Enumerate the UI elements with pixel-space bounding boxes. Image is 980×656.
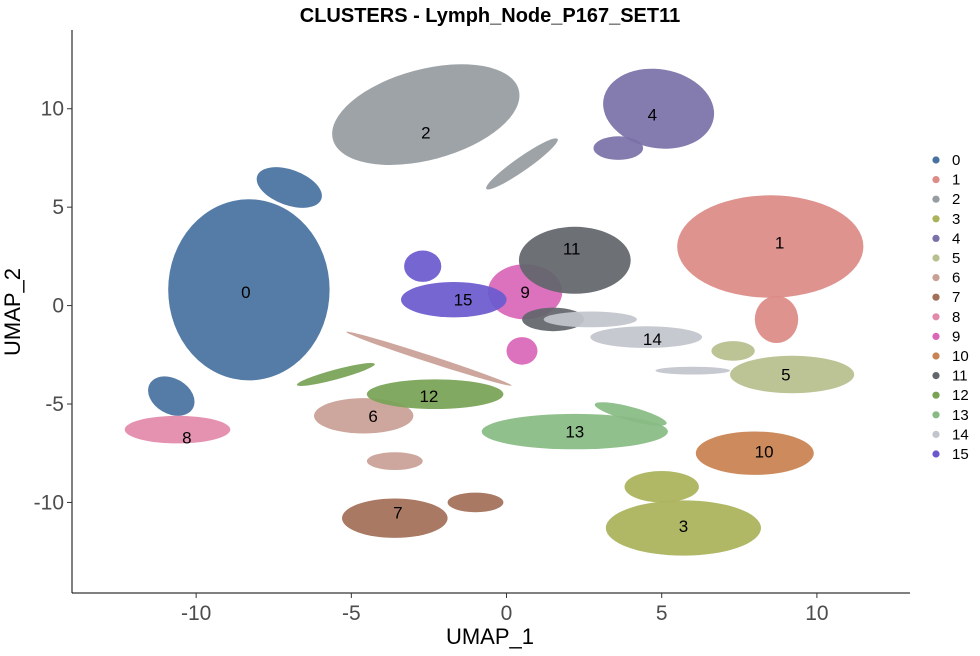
cluster-14-point-cloud-2 bbox=[655, 366, 730, 375]
cluster-2-point-cloud bbox=[332, 64, 520, 165]
x-ticks: -10 -5 0 5 10 bbox=[181, 593, 829, 625]
legend-key-1 bbox=[932, 176, 940, 184]
cluster-14-point-cloud bbox=[590, 326, 703, 348]
legend-label-2: 2 bbox=[952, 191, 960, 208]
legend-key-5 bbox=[932, 254, 940, 262]
cluster-7-point-cloud-1 bbox=[447, 492, 504, 513]
y-tick-label: 0 bbox=[52, 295, 64, 318]
cluster-12-point-cloud bbox=[366, 379, 504, 410]
legend-label-13: 13 bbox=[952, 407, 969, 424]
cluster-0-point-cloud bbox=[168, 199, 330, 381]
cluster-label-12: 12 bbox=[419, 387, 438, 406]
cluster-label-9: 9 bbox=[520, 283, 529, 302]
cluster-10-point-cloud bbox=[695, 431, 814, 475]
cluster-4-point-cloud bbox=[603, 68, 715, 149]
cluster-0-point-cloud-1 bbox=[256, 167, 322, 208]
legend-label-0: 0 bbox=[952, 152, 960, 169]
x-axis-label: UMAP_1 bbox=[446, 624, 534, 649]
legend-label-12: 12 bbox=[952, 387, 969, 404]
cluster-13-point-cloud-1 bbox=[594, 402, 667, 426]
legend-key-15 bbox=[932, 450, 940, 458]
legend-key-8 bbox=[932, 313, 940, 321]
legend-key-12 bbox=[932, 391, 940, 399]
cluster-label-3: 3 bbox=[679, 517, 688, 536]
x-tick-label: -10 bbox=[181, 602, 211, 625]
x-tick-label: 10 bbox=[805, 602, 828, 625]
legend-label-4: 4 bbox=[952, 230, 960, 247]
legend-label-8: 8 bbox=[952, 309, 960, 326]
cluster-8-point-cloud bbox=[124, 415, 231, 444]
cluster-label-2: 2 bbox=[421, 123, 430, 142]
legend-label-15: 15 bbox=[952, 446, 969, 463]
cluster-label-5: 5 bbox=[781, 365, 790, 384]
cluster-6-point-cloud bbox=[314, 398, 414, 434]
cluster-12-point-cloud-1 bbox=[296, 363, 375, 386]
cluster-label-15: 15 bbox=[454, 291, 473, 310]
cluster-4-point-cloud-1 bbox=[593, 136, 644, 160]
cluster-label-7: 7 bbox=[393, 503, 402, 522]
cluster-5-point-cloud bbox=[730, 355, 855, 394]
y-axis-label: UMAP_2 bbox=[0, 268, 25, 356]
cluster-1-point-cloud-1 bbox=[754, 295, 799, 343]
y-tick-label: 10 bbox=[41, 98, 64, 121]
cluster-13-point-cloud bbox=[481, 413, 668, 450]
cluster-11-point-cloud bbox=[518, 226, 631, 294]
cluster-1-point-cloud bbox=[677, 195, 864, 298]
legend-key-2 bbox=[932, 195, 940, 203]
cluster-label-10: 10 bbox=[755, 442, 774, 461]
cluster-9-point-cloud-1 bbox=[506, 337, 538, 365]
cluster-3-point-cloud bbox=[605, 500, 762, 556]
cluster-label-6: 6 bbox=[368, 407, 377, 426]
scatter-points bbox=[124, 64, 864, 556]
legend-label-10: 10 bbox=[952, 348, 969, 365]
cluster-15-point-cloud bbox=[401, 282, 507, 318]
cluster-3-point-cloud-1 bbox=[624, 471, 699, 503]
legend-label-14: 14 bbox=[952, 426, 969, 443]
cluster-7-point-cloud bbox=[342, 498, 448, 538]
legend-label-1: 1 bbox=[952, 172, 960, 189]
legend-label-6: 6 bbox=[952, 270, 960, 287]
legend-label-9: 9 bbox=[952, 328, 960, 345]
cluster-2-point-cloud-1 bbox=[486, 138, 558, 190]
legend-key-7 bbox=[932, 293, 940, 301]
cluster-label-14: 14 bbox=[643, 330, 662, 349]
y-tick-label: -10 bbox=[34, 491, 64, 514]
legend-key-3 bbox=[932, 215, 940, 223]
cluster-6-point-cloud-2 bbox=[346, 331, 512, 386]
y-ticks: -10 -5 0 5 10 bbox=[34, 98, 72, 514]
legend-key-4 bbox=[932, 234, 940, 242]
legend-key-9 bbox=[932, 332, 940, 340]
cluster-6-point-cloud-1 bbox=[366, 452, 423, 470]
y-tick-label: -5 bbox=[45, 393, 64, 416]
x-tick-label: 5 bbox=[656, 602, 668, 625]
legend-label-7: 7 bbox=[952, 289, 960, 306]
x-tick-label: -5 bbox=[342, 602, 361, 625]
legend-label-3: 3 bbox=[952, 211, 960, 228]
cluster-label-8: 8 bbox=[182, 428, 191, 447]
cluster-14-point-cloud-1 bbox=[543, 311, 637, 328]
cluster-label-1: 1 bbox=[775, 234, 784, 253]
cluster-15-point-cloud-1 bbox=[404, 250, 442, 282]
cluster-label-11: 11 bbox=[563, 240, 581, 259]
legend-key-14 bbox=[932, 430, 940, 438]
legend-label-5: 5 bbox=[952, 250, 960, 267]
legend-key-11 bbox=[932, 372, 940, 380]
legend-key-13 bbox=[932, 411, 940, 419]
legend-key-0 bbox=[932, 156, 940, 164]
y-tick-label: 5 bbox=[52, 196, 64, 219]
legend-label-11: 11 bbox=[952, 368, 968, 385]
legend-key-6 bbox=[932, 274, 940, 282]
cluster-label-4: 4 bbox=[648, 106, 657, 125]
chart-title: CLUSTERS - Lymph_Node_P167_SET11 bbox=[300, 5, 681, 27]
legend-key-10 bbox=[932, 352, 940, 360]
cluster-0-point-cloud-2 bbox=[148, 376, 195, 416]
cluster-label-13: 13 bbox=[565, 423, 584, 442]
x-tick-label: 0 bbox=[501, 602, 513, 625]
cluster-5-point-cloud-1 bbox=[711, 341, 755, 361]
cluster-label-0: 0 bbox=[241, 283, 250, 302]
